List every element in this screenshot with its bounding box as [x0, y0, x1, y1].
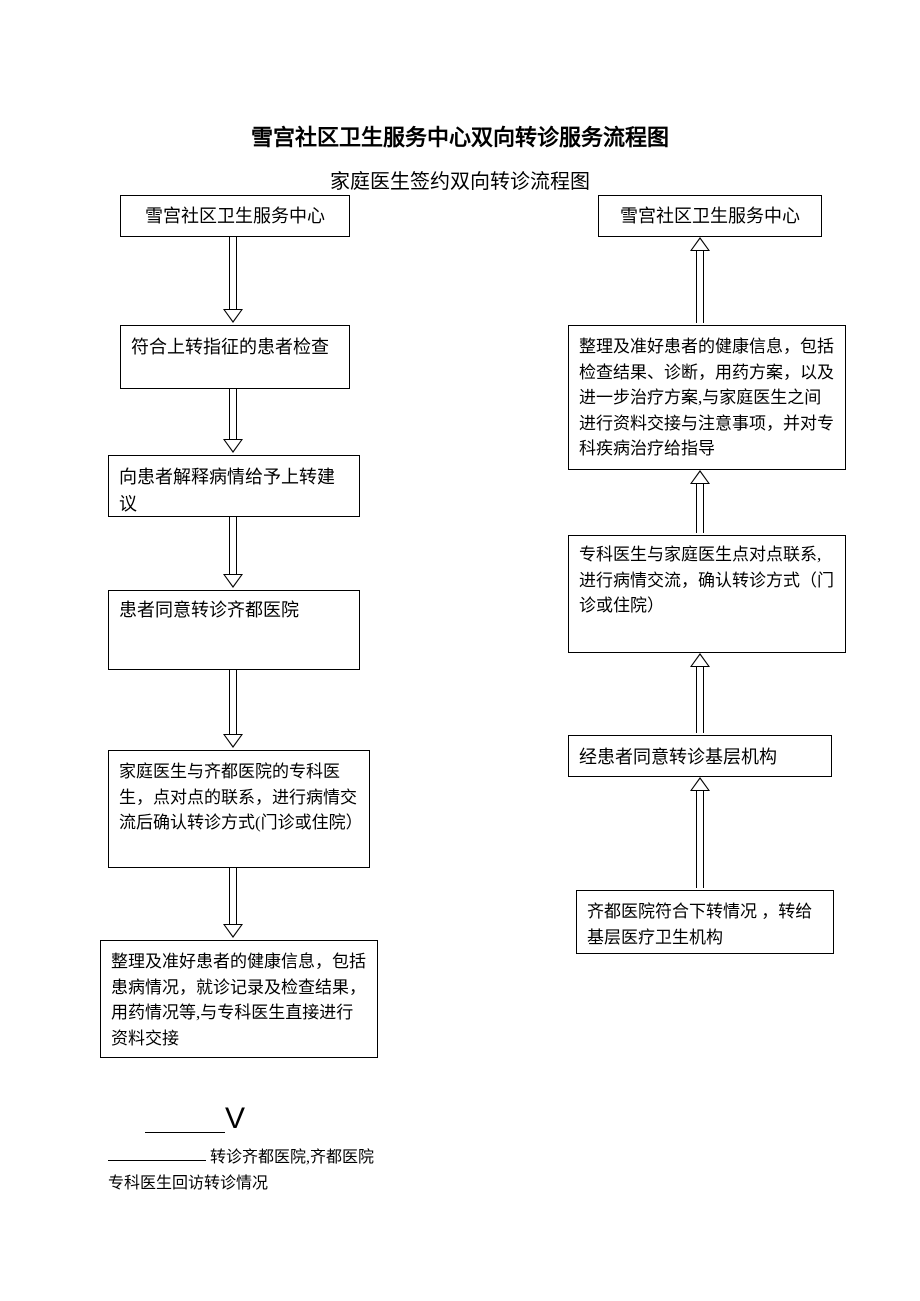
v-arrow-icon: V: [225, 1102, 245, 1136]
arrow-up-icon: [693, 237, 707, 323]
arrow-down-icon: [226, 517, 240, 588]
arrow-up-icon: [693, 653, 707, 733]
flowchart-node-l4: 患者同意转诊齐都医院: [108, 590, 360, 670]
flowchart-node-l6: 整理及准好患者的健康信息，包括患病情况，就诊记录及检查结果，用药情况等,与专科医…: [100, 940, 378, 1058]
arrow-down-icon: [226, 389, 240, 453]
arrow-up-icon: [693, 777, 707, 888]
flowchart-node-r3: 专科医生与家庭医生点对点联系,进行病情交流，确认转诊方式（门诊或住院）: [568, 535, 846, 653]
page-title: 雪宫社区卫生服务中心双向转诊服务流程图: [0, 120, 920, 152]
flowchart-node-l2: 符合上转指征的患者检查: [120, 325, 350, 389]
flowchart-node-l3: 向患者解释病情给予上转建议: [108, 455, 360, 517]
arrow-down-icon: [226, 670, 240, 748]
footer-text: 转诊齐都医院,齐都医院专科医生回访转诊情况: [108, 1145, 378, 1196]
arrow-down-icon: [226, 237, 240, 323]
arrow-up-icon: [693, 470, 707, 533]
page-subtitle: 家庭医生签约双向转诊流程图: [0, 165, 920, 194]
flowchart-node-r2: 整理及准好患者的健康信息，包括检查结果、诊断，用药方案，以及进一步治疗方案,与家…: [568, 325, 846, 470]
flowchart-node-r5: 齐都医院符合下转情况 ，转给基层医疗卫生机构: [576, 890, 834, 954]
footer-underline-1: [145, 1132, 225, 1133]
flowchart-node-l1: 雪宫社区卫生服务中心: [120, 195, 350, 237]
arrow-down-icon: [226, 868, 240, 938]
flowchart-node-r1: 雪宫社区卫生服务中心: [598, 195, 822, 237]
flowchart-node-l5: 家庭医生与齐都医院的专科医生，点对点的联系，进行病情交流后确认转诊方式(门诊或住…: [108, 750, 370, 868]
flowchart-node-r4: 经患者同意转诊基层机构: [568, 735, 832, 777]
